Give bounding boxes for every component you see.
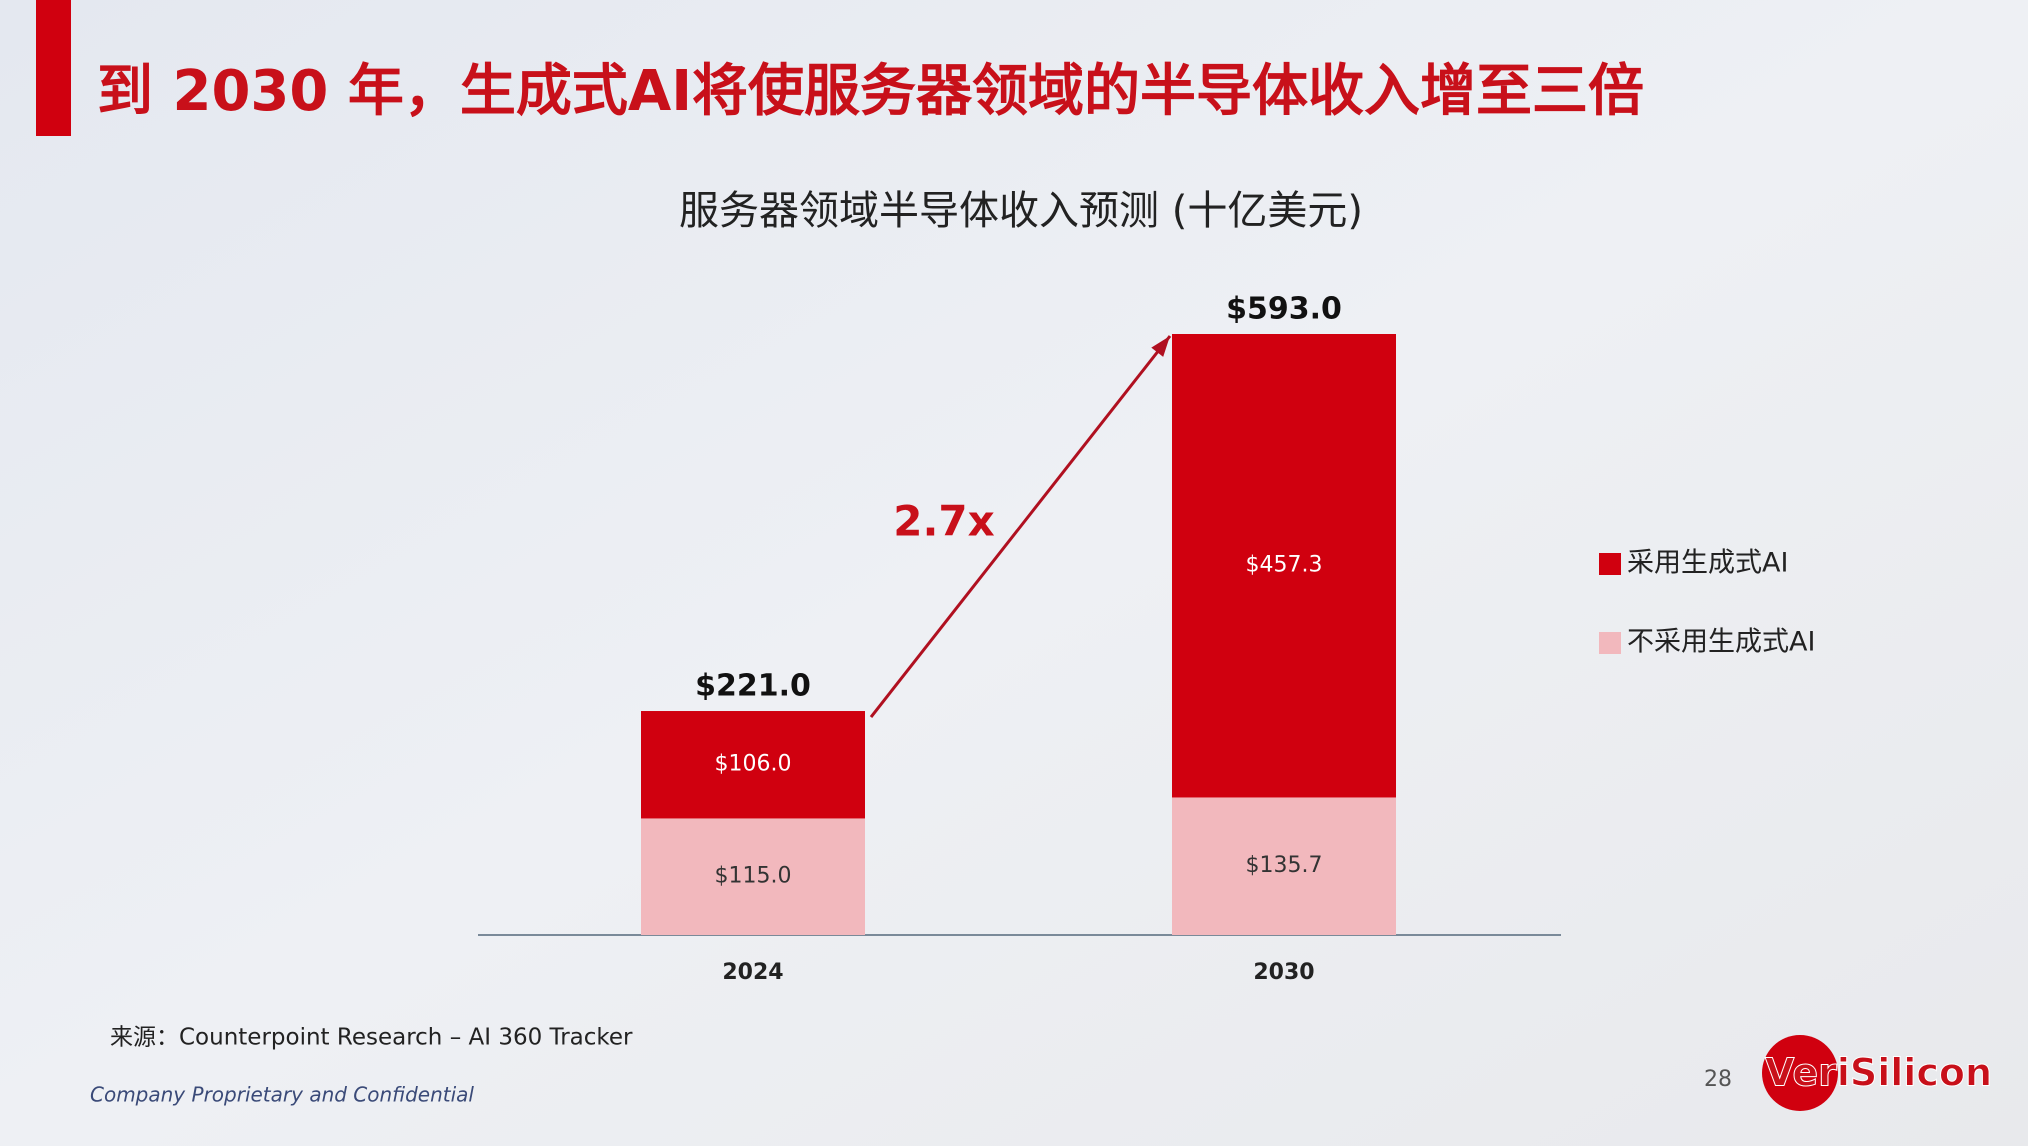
- plot: $115.0 $106.0 $221.0 2024 $135.7 $457.3 $593.0…: [478, 292, 1815, 985]
- page-number: 28: [1704, 1067, 1732, 1092]
- logo: VeriSilicon: [1765, 1051, 1992, 1095]
- value-label: $115.0: [715, 864, 792, 889]
- legend-label: 采用生成式AI: [1627, 548, 1788, 579]
- x-tick-label: 2030: [1253, 960, 1314, 985]
- value-label: $457.3: [1246, 553, 1323, 578]
- annotation: 2.7x: [893, 497, 995, 546]
- legend-swatch: [1599, 632, 1621, 654]
- bar-segment: [1172, 334, 1396, 798]
- value-label: $135.7: [1246, 853, 1323, 878]
- source: 来源：Counterpoint Research – AI 360 Tracke…: [110, 1025, 633, 1051]
- chart-title: 服务器领域半导体收入预测 (十亿美元): [679, 188, 1363, 234]
- slide-title: 到 2030 年，生成式AI将使服务器领域的半导体收入增至三倍: [97, 59, 1644, 124]
- total-label: $593.0: [1226, 292, 1342, 327]
- growth-arrow: [869, 335, 1172, 718]
- title-accent: [36, 0, 71, 136]
- legend-swatch: [1599, 553, 1621, 575]
- legend-label: 不采用生成式AI: [1627, 627, 1815, 658]
- bar-segment: [641, 711, 865, 819]
- footer: Company Proprietary and Confidential: [90, 1083, 474, 1107]
- bar-segment: [1172, 797, 1396, 935]
- logo-mark: [1762, 1035, 1838, 1111]
- bar-segment: [641, 818, 865, 935]
- value-label: $106.0: [715, 752, 792, 777]
- total-label: $221.0: [695, 669, 811, 704]
- x-tick-label: 2024: [722, 960, 783, 985]
- arrow-head: [1151, 336, 1170, 357]
